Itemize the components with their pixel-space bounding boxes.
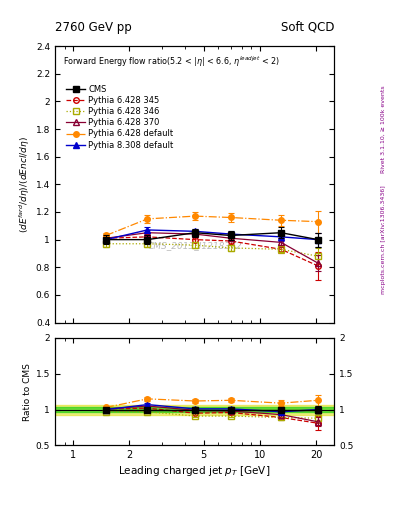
Y-axis label: Ratio to CMS: Ratio to CMS: [23, 362, 31, 421]
Bar: [55, 408, 334, 412]
Bar: [55, 404, 334, 415]
Text: mcplots.cern.ch [arXiv:1306.3436]: mcplots.cern.ch [arXiv:1306.3436]: [381, 185, 386, 294]
Text: Forward Energy flow ratio(5.2 < $|\mathit{\eta}|$ < 6.6, $\mathit{\eta}^{leadjet: Forward Energy flow ratio(5.2 < $|\mathi…: [63, 54, 280, 69]
Y-axis label: $(dE^{fard}/d\eta)/(dEncl/d\eta)$: $(dE^{fard}/d\eta)/(dEncl/d\eta)$: [17, 136, 31, 232]
Text: 2760 GeV pp: 2760 GeV pp: [55, 20, 132, 34]
X-axis label: Leading charged jet $p_T$ [GeV]: Leading charged jet $p_T$ [GeV]: [118, 464, 271, 479]
Text: CMS_2013_I1218372: CMS_2013_I1218372: [147, 241, 242, 250]
Text: Rivet 3.1.10, ≥ 100k events: Rivet 3.1.10, ≥ 100k events: [381, 85, 386, 173]
Text: Soft QCD: Soft QCD: [281, 20, 334, 34]
Legend: CMS, Pythia 6.428 345, Pythia 6.428 346, Pythia 6.428 370, Pythia 6.428 default,: CMS, Pythia 6.428 345, Pythia 6.428 346,…: [65, 83, 175, 151]
